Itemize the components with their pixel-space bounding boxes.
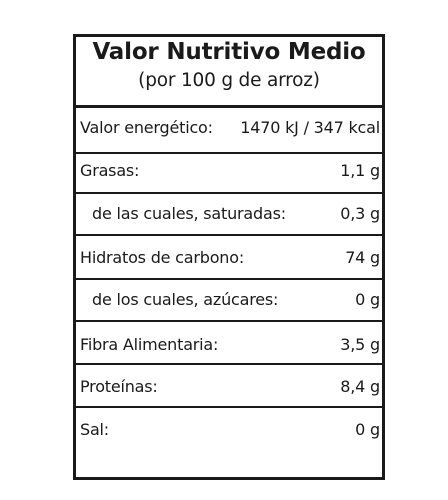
row-value: 0 g [355, 289, 380, 309]
row-label: Sal: [80, 419, 109, 439]
row-protein: Proteínas: 8,4 g [76, 373, 382, 399]
row-value: 1,1 g [340, 160, 380, 180]
row-fat: Grasas: 1,1 g [76, 157, 382, 183]
row-label: Valor energético: [80, 117, 213, 137]
row-divider [76, 192, 382, 194]
row-value: 0,3 g [340, 203, 380, 223]
row-saturated-fat: de las cuales, saturadas: 0,3 g [76, 200, 382, 226]
row-label: Hidratos de carbono: [80, 247, 245, 267]
row-fibre: Fibra Alimentaria: 3,5 g [76, 331, 382, 357]
nutrition-table: Valor Nutritivo Medio (por 100 g de arro… [73, 34, 385, 480]
table-subtitle: (por 100 g de arroz) [138, 70, 320, 91]
row-divider [76, 152, 382, 154]
title-divider [76, 105, 382, 108]
row-value: 3,5 g [340, 334, 380, 354]
row-label: Fibra Alimentaria: [80, 334, 219, 354]
table-title: Valor Nutritivo Medio [92, 39, 366, 65]
row-carbohydrates: Hidratos de carbono: 74 g [76, 244, 382, 270]
row-divider [76, 406, 382, 408]
row-value: 74 g [345, 247, 380, 267]
row-label: de los cuales, azúcares: [92, 289, 279, 309]
row-divider [76, 320, 382, 322]
row-label: Grasas: [80, 160, 140, 180]
row-salt: Sal: 0 g [76, 416, 382, 442]
row-sugars: de los cuales, azúcares: 0 g [76, 286, 382, 312]
row-divider [76, 234, 382, 236]
row-value: 1470 kJ / 347 kcal [240, 117, 380, 137]
row-label: de las cuales, saturadas: [92, 203, 286, 223]
row-divider [76, 278, 382, 280]
row-divider [76, 363, 382, 365]
row-energy: Valor energético: 1470 kJ / 347 kcal [76, 114, 382, 140]
row-label: Proteínas: [80, 376, 158, 396]
row-value: 0 g [355, 419, 380, 439]
row-value: 8,4 g [340, 376, 380, 396]
